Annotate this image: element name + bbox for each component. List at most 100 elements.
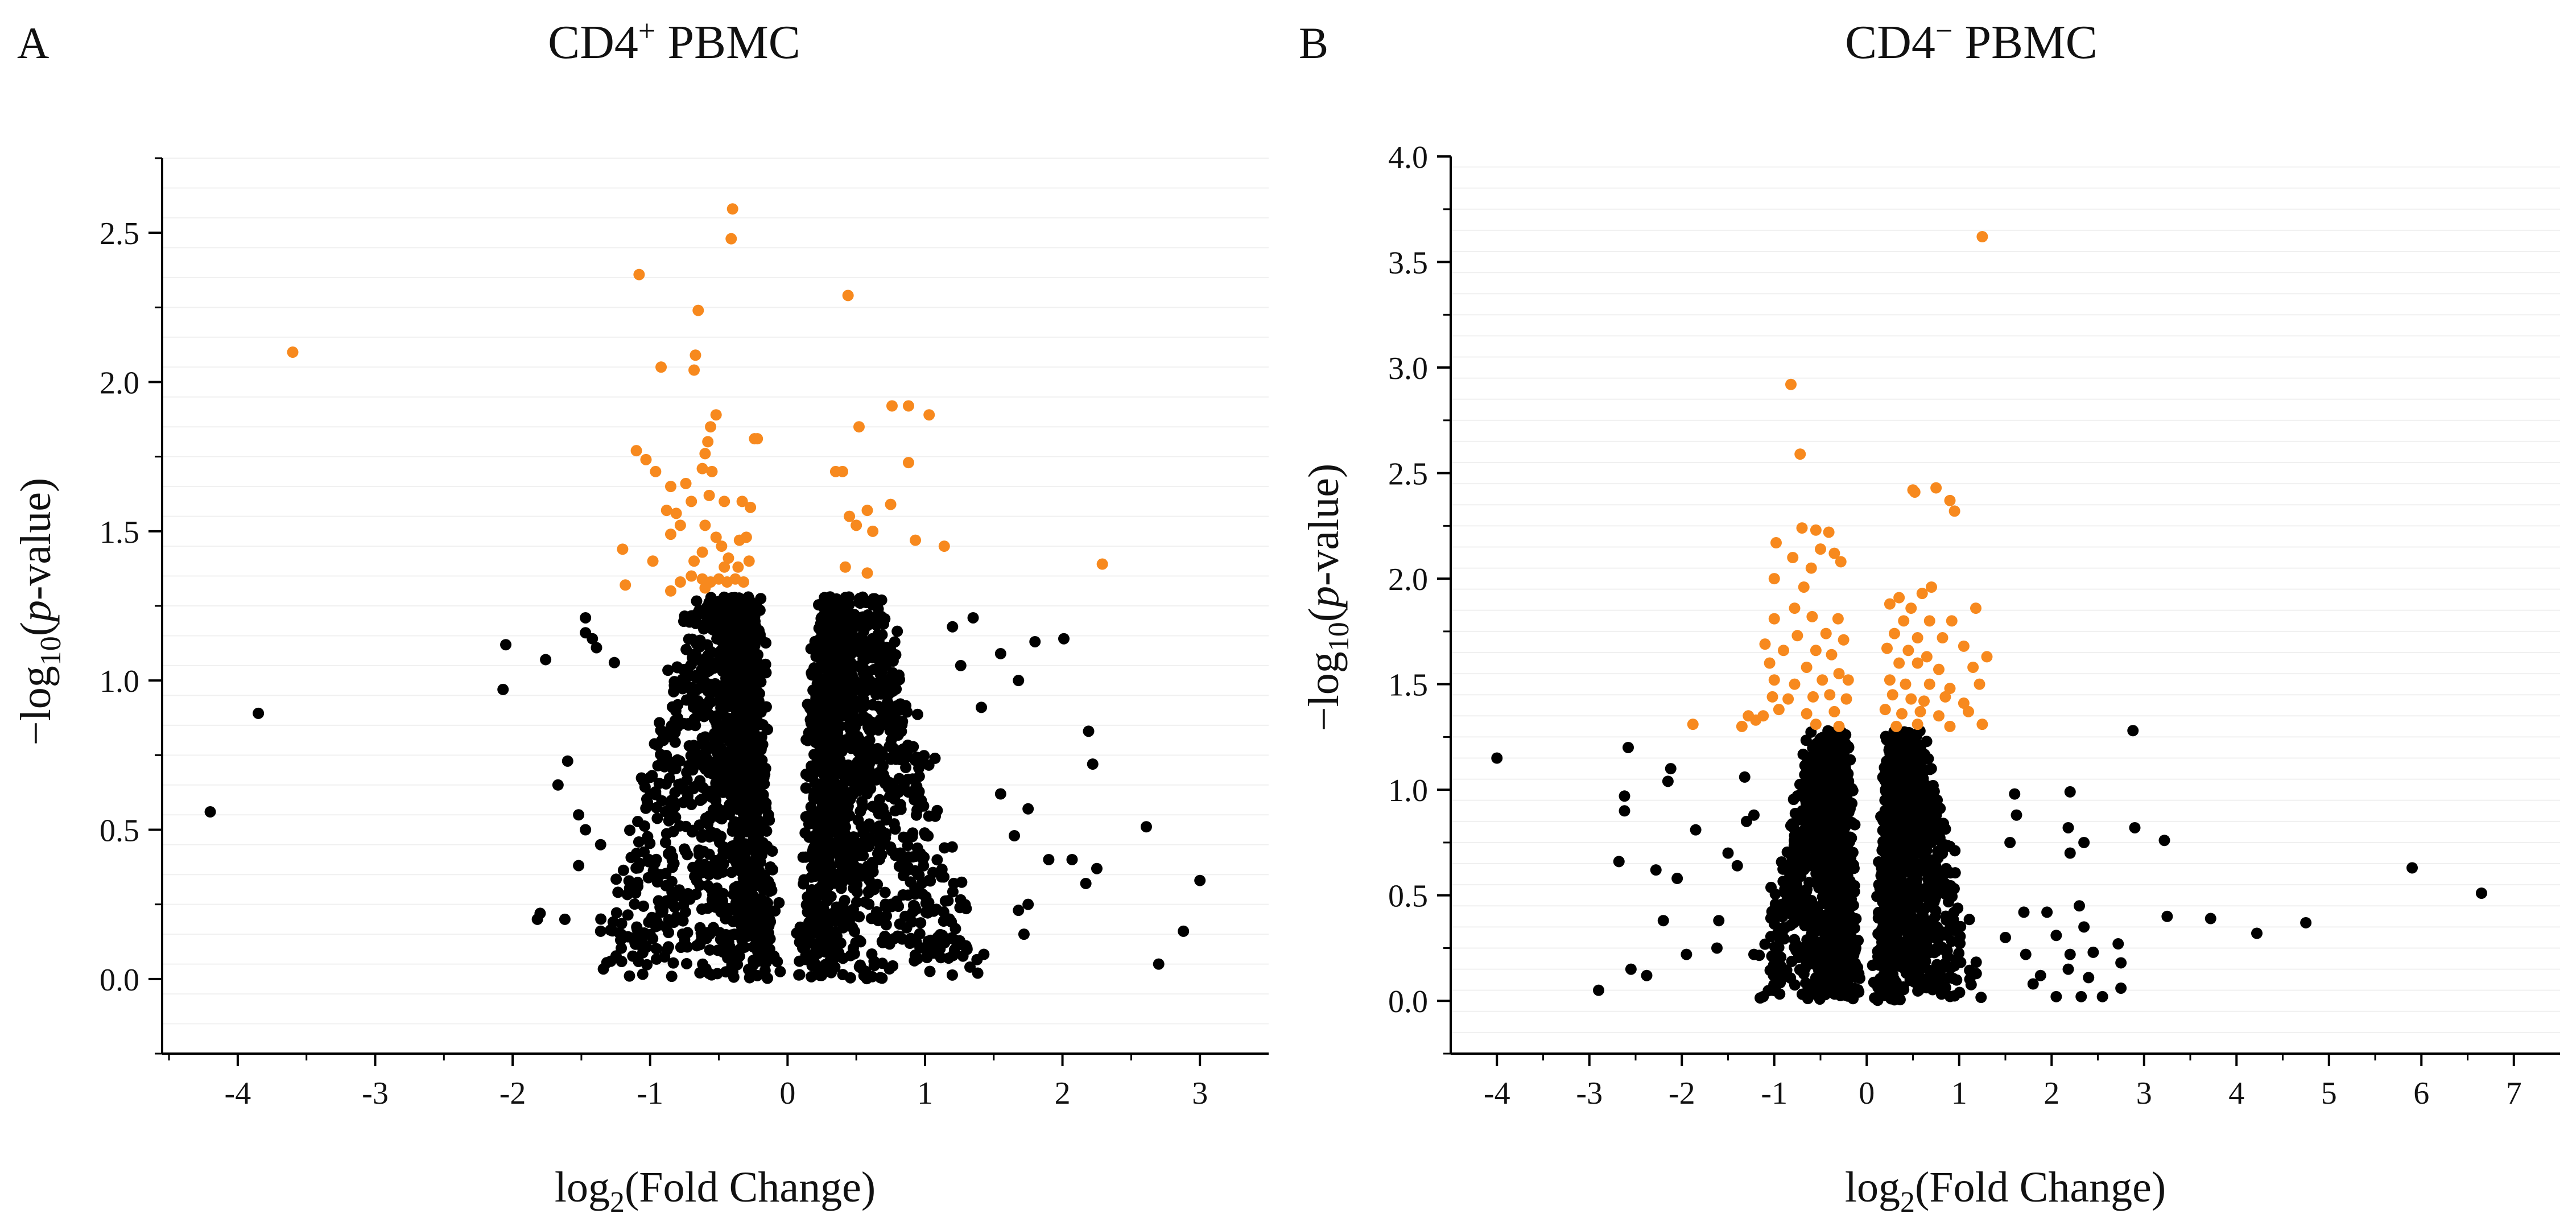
- data-point: [733, 858, 745, 870]
- data-point: [846, 691, 858, 703]
- data-point: [1843, 970, 1855, 982]
- x-tick-label: 6: [2413, 1076, 2429, 1111]
- significant-point: [752, 433, 763, 445]
- significant-point: [686, 570, 697, 582]
- data-point: [667, 812, 679, 824]
- data-point: [661, 944, 673, 956]
- data-point: [615, 928, 627, 940]
- data-point: [1879, 767, 1891, 779]
- data-point: [694, 967, 706, 979]
- data-point: [694, 775, 706, 787]
- data-point: [835, 855, 847, 867]
- data-point: [749, 600, 761, 612]
- data-point: [877, 936, 889, 948]
- data-point: [869, 823, 881, 835]
- data-point: [1904, 932, 1916, 944]
- panel-a: A CD4+ PBMC log2(Fold Change) −log10(p-v…: [12, 14, 1269, 1219]
- significant-point: [664, 585, 676, 597]
- data-point: [696, 793, 708, 805]
- data-point: [751, 748, 763, 760]
- data-point: [834, 780, 846, 792]
- data-point: [1842, 946, 1854, 958]
- data-point: [856, 684, 868, 696]
- data-point: [709, 901, 721, 913]
- x-tick-label: 0: [1859, 1076, 1875, 1111]
- data-point: [948, 877, 960, 889]
- data-point: [1789, 942, 1801, 953]
- data-point: [729, 928, 741, 940]
- data-point: [1787, 794, 1799, 806]
- data-point: [1947, 914, 1959, 926]
- data-point: [924, 875, 936, 887]
- data-point: [668, 686, 680, 697]
- significant-point: [719, 561, 730, 573]
- data-point: [844, 643, 856, 655]
- data-point: [797, 851, 809, 863]
- data-point: [888, 818, 900, 830]
- data-point: [759, 910, 771, 922]
- data-point: [1773, 909, 1785, 921]
- data-point: [707, 785, 719, 796]
- data-point: [658, 734, 670, 746]
- data-point: [1786, 855, 1798, 867]
- data-point: [774, 965, 786, 977]
- data-point: [741, 655, 753, 667]
- significant-point: [696, 546, 708, 558]
- significant-point: [851, 519, 862, 531]
- data-point: [580, 824, 592, 836]
- significant-point: [738, 576, 750, 588]
- data-point: [703, 596, 715, 608]
- data-point: [1934, 835, 1946, 847]
- y-tick-label: 1.5: [1388, 668, 1428, 703]
- data-point: [842, 610, 854, 622]
- data-point: [700, 610, 712, 622]
- data-point: [936, 864, 948, 876]
- significant-point: [716, 540, 728, 552]
- data-point: [851, 896, 862, 908]
- data-point: [672, 699, 684, 711]
- data-point: [682, 718, 694, 730]
- data-point: [1878, 980, 1890, 992]
- data-point: [758, 924, 770, 936]
- significant-point: [287, 346, 299, 358]
- data-point: [1905, 909, 1917, 920]
- data-point: [812, 843, 824, 855]
- data-point: [601, 957, 613, 969]
- data-point: [703, 741, 715, 753]
- data-point: [1896, 902, 1908, 914]
- data-point: [879, 838, 891, 850]
- data-point: [751, 719, 763, 731]
- data-point: [805, 871, 817, 883]
- significant-point: [885, 498, 897, 510]
- data-point: [1844, 984, 1856, 996]
- y-tick-label: 1.0: [100, 664, 139, 699]
- data-point: [825, 864, 837, 876]
- data-point: [679, 843, 691, 855]
- significant-point: [902, 457, 914, 469]
- data-point: [727, 648, 739, 660]
- data-point: [893, 700, 905, 712]
- data-point: [879, 613, 891, 625]
- data-point: [667, 957, 679, 969]
- data-point: [881, 777, 893, 789]
- data-point: [1083, 725, 1095, 737]
- data-point: [1930, 884, 1942, 895]
- panel-letter-b: B: [1299, 18, 1328, 68]
- data-point: [705, 646, 717, 658]
- data-point: [710, 795, 722, 807]
- data-point: [918, 750, 930, 762]
- data-point: [923, 810, 935, 822]
- data-point: [808, 749, 820, 761]
- background-grid-b: [1451, 166, 2560, 1054]
- data-point: [866, 699, 878, 711]
- data-point: [1918, 837, 1930, 849]
- data-point: [946, 916, 957, 928]
- data-point: [1806, 773, 1818, 785]
- significant-point: [699, 582, 711, 594]
- points-a: [204, 203, 1206, 985]
- data-point: [911, 708, 923, 720]
- data-point: [880, 898, 891, 910]
- data-point: [651, 812, 663, 824]
- data-point: [1883, 884, 1895, 895]
- significant-point: [630, 445, 642, 457]
